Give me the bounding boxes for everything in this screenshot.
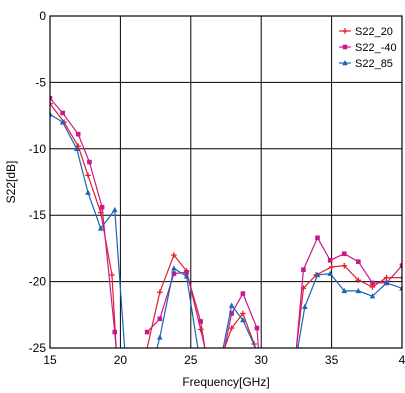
data-point: [97, 225, 104, 231]
data-point: [87, 159, 92, 165]
data-point: [85, 189, 91, 195]
legend-item: S22_85: [339, 58, 393, 70]
x-tick-label: 4: [399, 353, 405, 367]
data-point: [229, 311, 234, 316]
legend-label: S22_20: [355, 26, 393, 38]
data-point: [301, 267, 306, 272]
plot-frame: [49, 15, 403, 349]
data-point: [75, 131, 81, 137]
tick-labels: 15 20 25 30 35 40-5-10-15-20-25: [29, 9, 405, 367]
y-tick-label: -25: [29, 341, 47, 355]
data-point: [341, 287, 348, 294]
data-point: [370, 280, 375, 286]
series-line: [146, 253, 206, 348]
data-point: [383, 279, 390, 286]
data-point: [59, 119, 66, 125]
y-tick-label: -15: [29, 208, 47, 222]
data-point: [314, 271, 321, 278]
legend-marker: [342, 60, 348, 66]
plot-area: [50, 96, 402, 348]
data-point: [254, 325, 260, 331]
data-point: [157, 334, 163, 340]
x-tick-label: 25: [184, 353, 198, 367]
data-point: [383, 274, 390, 281]
data-point: [302, 303, 308, 310]
y-tick-label: -5: [35, 75, 46, 89]
y-axis-label: S22[dB]: [4, 161, 18, 204]
data-point: [171, 252, 177, 258]
data-point: [228, 325, 235, 331]
legend-marker: [342, 44, 348, 50]
data-point: [341, 251, 347, 257]
data-point: [355, 287, 362, 294]
data-point: [240, 317, 246, 323]
data-point: [171, 265, 177, 271]
data-point: [240, 310, 246, 317]
data-point: [60, 110, 65, 116]
legend-item: S22_20: [339, 26, 393, 38]
data-point: [109, 272, 115, 278]
x-tick-label: 30: [255, 353, 269, 367]
data-point: [355, 277, 362, 284]
data-point: [111, 206, 118, 213]
data-point: [157, 289, 163, 296]
data-point: [183, 273, 190, 279]
data-point: [328, 264, 335, 270]
data-point: [240, 291, 246, 296]
y-tick-label: 0: [39, 9, 46, 23]
data-point: [327, 258, 333, 263]
data-point: [184, 270, 189, 275]
data-point: [369, 293, 376, 299]
data-point: [171, 271, 177, 276]
data-point: [75, 143, 81, 149]
data-point: [50, 96, 53, 101]
y-tick-label: -10: [29, 142, 47, 156]
data-point: [356, 259, 361, 264]
legend-marker: [342, 28, 348, 34]
data-point: [399, 263, 402, 268]
data-point: [112, 329, 118, 335]
data-point: [327, 270, 333, 276]
series-3: [50, 111, 402, 348]
data-point: [198, 319, 203, 324]
x-tick-label: 35: [325, 353, 339, 367]
data-point: [50, 100, 53, 107]
data-point: [399, 274, 402, 281]
grid-lines: [50, 16, 402, 348]
data-point: [85, 172, 91, 179]
data-point: [157, 316, 163, 322]
legend: S22_20 S22_-40 S22_85: [339, 26, 397, 70]
data-point: [50, 111, 53, 117]
legend-label: S22_-40: [355, 42, 397, 54]
data-point: [228, 302, 235, 308]
data-point: [315, 235, 320, 241]
data-point: [99, 204, 105, 210]
series-layer: [50, 96, 402, 348]
data-point: [341, 262, 348, 269]
x-axis-label: Frequency[GHz]: [182, 375, 269, 389]
series-line: [222, 304, 257, 348]
data-point: [399, 285, 402, 291]
x-tick-label: 15: [43, 353, 57, 367]
series-2: [50, 96, 402, 348]
legend-label: S22_85: [355, 58, 393, 70]
x-tick-label: 20: [114, 353, 128, 367]
data-point: [73, 145, 80, 151]
y-tick-label: -20: [29, 275, 47, 289]
data-point: [144, 329, 150, 335]
legend-item: S22_-40: [339, 42, 397, 54]
